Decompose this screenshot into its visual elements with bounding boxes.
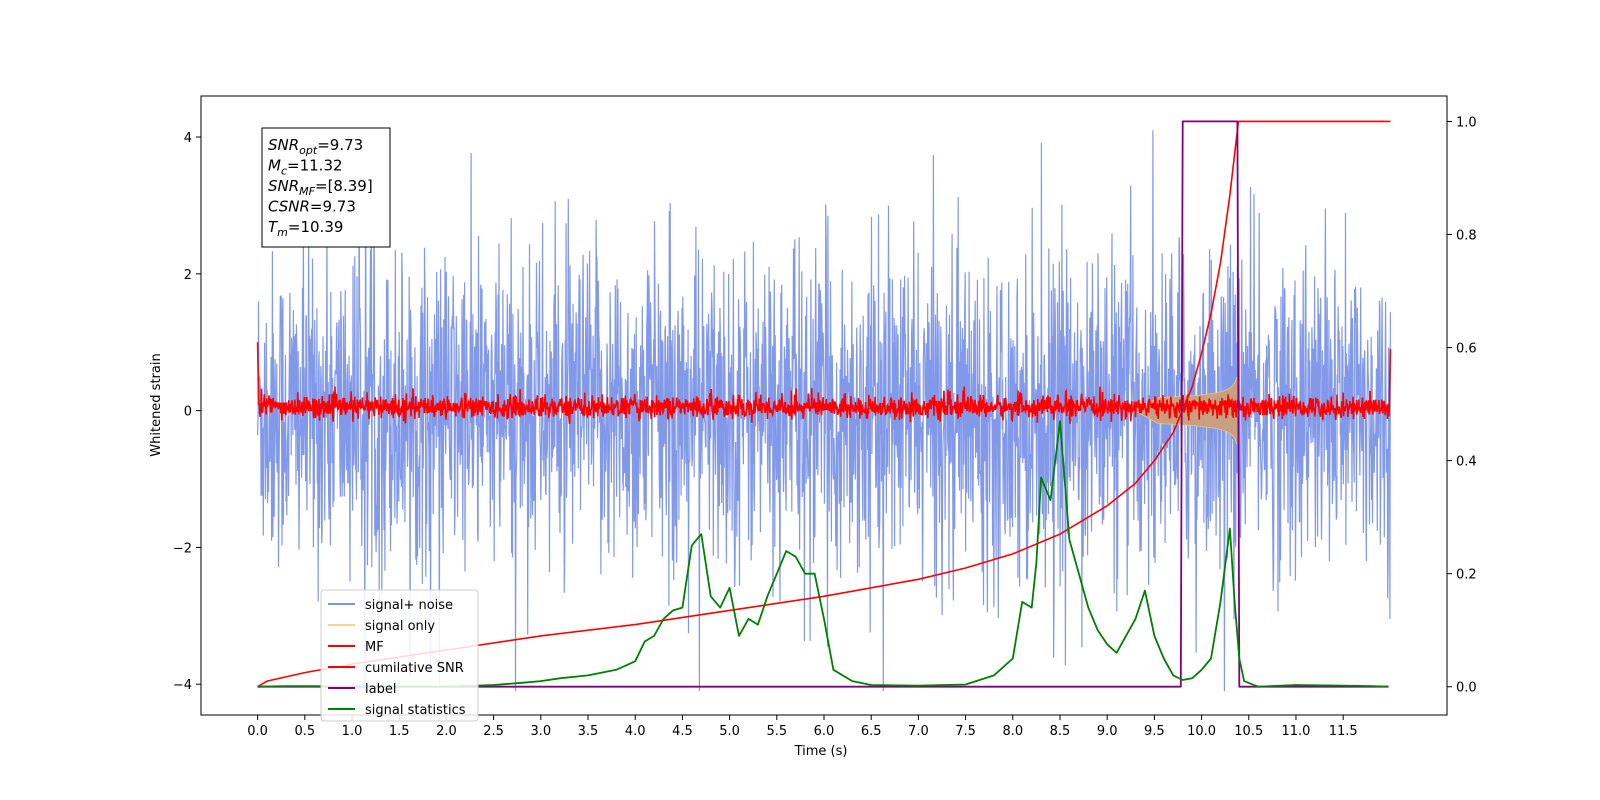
info-symbol: SNR: [268, 136, 299, 154]
info-symbol: SNR: [268, 177, 299, 195]
x-tick-label: 3.0: [530, 724, 551, 739]
legend-label: MF: [365, 640, 384, 655]
x-tick-label: 5.5: [766, 724, 787, 739]
y-right-axis-ticks: 0.0 0.2 0.4 0.6 0.8 1.0: [1447, 115, 1477, 696]
signal-statistics-line: [257, 420, 1389, 688]
y-left-axis-label: Whitened strain: [149, 353, 164, 456]
x-tick-label: 8.0: [1002, 724, 1023, 739]
x-tick-label: 9.0: [1097, 724, 1118, 739]
info-value: =11.32: [287, 157, 343, 175]
legend-entry: MF: [328, 640, 384, 655]
mf-line: [256, 342, 1392, 425]
plot-area: [256, 120, 1392, 692]
x-axis-label: Time (s): [794, 744, 848, 759]
x-tick-label: 10.0: [1187, 724, 1216, 739]
info-subscript: m: [277, 226, 288, 239]
info-box-line: SNRMF=[8.39]: [268, 177, 373, 198]
x-tick-label: 11.5: [1329, 724, 1358, 739]
x-tick-label: 3.5: [578, 724, 599, 739]
y-left-axis-ticks: −4 −2 0 2 4: [173, 131, 201, 693]
info-box-line: Mc=11.32: [268, 157, 343, 178]
x-axis-ticks: 0.0 0.5 1.0 1.5 2.0 2.5 3.0 3.5 4.0 4.5 5.0 5.5 6.0 6…: [247, 715, 1358, 739]
info-value: =9.73: [310, 198, 356, 216]
x-tick-label: 11.0: [1281, 724, 1310, 739]
x-tick-label: 1.0: [342, 724, 363, 739]
info-value: =[8.39]: [315, 177, 373, 195]
x-tick-label: 2.0: [436, 724, 457, 739]
x-tick-label: 2.5: [483, 724, 504, 739]
y-right-tick-label: 0.4: [1456, 455, 1477, 470]
legend-label: label: [365, 682, 396, 697]
info-value: =10.39: [288, 218, 344, 236]
x-tick-label: 7.0: [908, 724, 929, 739]
y-left-tick-label: −4: [173, 678, 192, 693]
x-tick-label: 4.0: [625, 724, 646, 739]
signal-statistics-path: [257, 420, 1389, 688]
info-box: SNRopt=9.73Mc=11.32SNRMF=[8.39]CSNR=9.73…: [261, 127, 391, 248]
info-box-line: Tm=10.39: [268, 218, 343, 239]
y-right-tick-label: 0.6: [1456, 342, 1477, 357]
x-tick-label: 6.5: [861, 724, 882, 739]
legend-frame: [320, 589, 479, 722]
legend-label: signal+ noise: [365, 598, 453, 613]
info-subscript: c: [281, 165, 287, 178]
legend-entry: label: [328, 682, 396, 697]
x-tick-label: 9.5: [1144, 724, 1165, 739]
y-left-tick-label: 4: [184, 131, 192, 146]
legend-label: cumilative SNR: [365, 661, 464, 676]
x-tick-label: 0.0: [247, 724, 268, 739]
x-tick-label: 4.5: [672, 724, 693, 739]
x-tick-label: 5.0: [719, 724, 740, 739]
legend-entry: cumilative SNR: [328, 661, 464, 676]
info-subscript: opt: [299, 144, 318, 157]
info-value: =9.73: [317, 136, 363, 154]
info-symbol: CSNR: [268, 198, 310, 216]
y-right-tick-label: 0.0: [1456, 681, 1477, 696]
info-subscript: MF: [299, 185, 315, 198]
info-symbol: T: [268, 218, 279, 236]
info-box-frame: [261, 127, 391, 248]
x-tick-label: 10.5: [1234, 724, 1263, 739]
legend-entry: signal statistics: [328, 703, 466, 718]
legend-entry: signal+ noise: [328, 598, 453, 613]
x-tick-label: 7.5: [955, 724, 976, 739]
mf-path: [256, 342, 1392, 425]
y-right-tick-label: 0.8: [1456, 228, 1477, 243]
x-tick-label: 8.5: [1050, 724, 1071, 739]
info-symbol: M: [268, 157, 281, 175]
y-right-tick-label: 0.2: [1456, 568, 1477, 583]
x-tick-label: 1.5: [389, 724, 410, 739]
x-tick-label: 0.5: [294, 724, 315, 739]
legend: signal+ noise signal only MF cumilative SNR…: [320, 589, 479, 722]
y-left-tick-label: 2: [184, 268, 192, 283]
legend-label: signal only: [365, 619, 435, 634]
x-tick-label: 6.0: [814, 724, 835, 739]
legend-label: signal statistics: [365, 703, 466, 718]
y-left-tick-label: −2: [173, 541, 192, 556]
legend-entry: signal only: [328, 619, 435, 634]
info-box-line: SNRopt=9.73: [268, 136, 363, 157]
info-box-line: CSNR=9.73: [268, 198, 356, 216]
y-right-tick-label: 1.0: [1456, 115, 1477, 130]
y-left-tick-label: 0: [184, 405, 192, 420]
